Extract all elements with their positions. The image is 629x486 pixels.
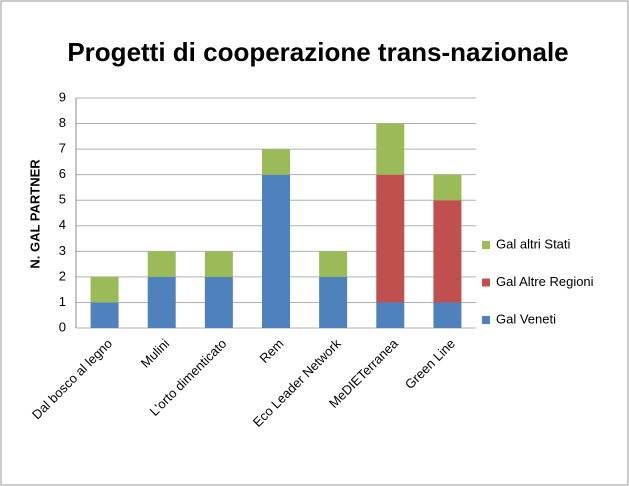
bar-segment — [147, 276, 176, 328]
legend-swatch — [482, 278, 490, 287]
bar-segment — [147, 251, 176, 277]
legend-swatch — [482, 316, 490, 324]
legend-label: Gal altri Stati — [496, 236, 571, 251]
y-tick-label: 8 — [59, 115, 66, 130]
bar-segment — [376, 123, 405, 175]
bar-segment — [433, 302, 462, 328]
bar-segment — [433, 174, 462, 201]
bar-segment — [90, 302, 119, 328]
y-tick-label: 7 — [59, 141, 66, 156]
y-tick-label: 2 — [59, 268, 66, 283]
y-tick-label: 5 — [59, 192, 66, 207]
y-tick-label: 3 — [59, 243, 66, 258]
legend-label: Gal Veneti — [496, 311, 556, 326]
y-tick-label: 6 — [59, 166, 66, 181]
y-tick-label: 1 — [59, 294, 66, 309]
bar-segment — [319, 276, 348, 328]
bar-segment — [262, 149, 290, 175]
bar-segment — [376, 302, 405, 328]
legend-swatch — [482, 241, 490, 249]
chart-title: Progetti di cooperazione trans-nazionale — [67, 37, 568, 67]
bar-segment — [376, 174, 405, 303]
bar-segment — [204, 276, 233, 328]
legend-label: Gal Altre Regioni — [496, 274, 594, 289]
bar-segment — [319, 251, 348, 277]
y-tick-label: 9 — [59, 89, 66, 104]
y-tick-label: 0 — [59, 319, 66, 334]
bar-segment — [433, 200, 462, 303]
bar-segment — [204, 251, 233, 277]
bar-segment — [262, 174, 290, 328]
y-tick-label: 4 — [59, 217, 66, 232]
bar-segment — [90, 276, 119, 303]
y-axis-label: N. GAL PARTNER — [27, 159, 42, 269]
